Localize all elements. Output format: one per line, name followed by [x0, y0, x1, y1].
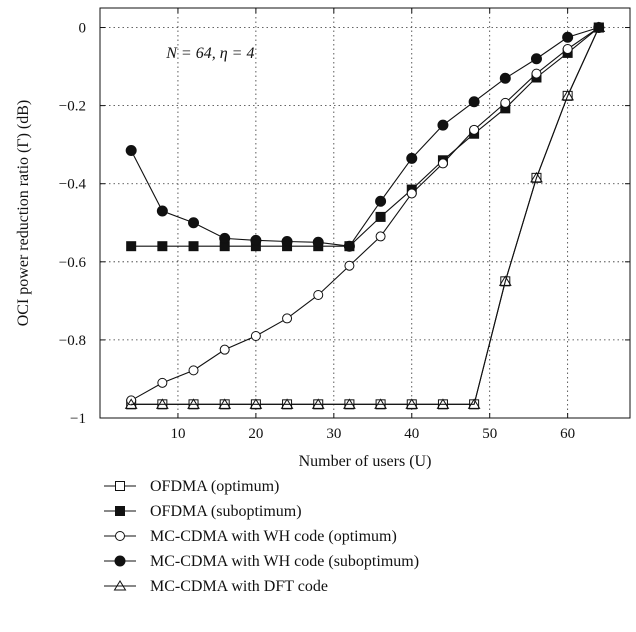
legend-label: MC-CDMA with WH code (suboptimum) — [150, 553, 419, 570]
data-point-filled-square — [115, 506, 125, 516]
data-point-filled-square — [126, 241, 137, 252]
data-point-open-circle — [188, 365, 199, 376]
data-point-open-square — [115, 481, 125, 491]
parameter-annotation: N = 64, η = 4 — [165, 45, 254, 62]
y-tick-label: −0.4 — [59, 177, 87, 193]
data-point-filled-circle — [114, 555, 126, 567]
data-point-open-triangle — [530, 171, 543, 183]
data-point-filled-square — [375, 211, 386, 222]
data-point-open-triangle — [374, 398, 387, 409]
data-point-open-triangle — [249, 398, 263, 409]
legend-entry: OFDMA (suboptimum) — [104, 503, 302, 520]
y-tick-label: −0.2 — [59, 99, 86, 115]
y-tick-label: −0.6 — [59, 255, 87, 271]
data-point-open-circle — [406, 188, 417, 199]
data-point-filled-circle — [406, 152, 418, 164]
data-point-open-circle — [115, 531, 125, 541]
data-point-filled-circle — [250, 234, 262, 246]
data-point-open-circle — [313, 290, 324, 300]
data-point-filled-circle — [188, 217, 200, 229]
data-point-open-triangle — [436, 398, 450, 409]
data-point-filled-circle — [499, 72, 511, 84]
data-point-open-triangle — [561, 89, 575, 101]
x-tick-label: 10 — [170, 426, 185, 442]
series-4 — [125, 22, 605, 252]
data-point-open-triangle — [405, 398, 419, 409]
data-point-open-triangle — [187, 398, 200, 409]
legend-entry: OFDMA (optimum) — [104, 478, 279, 495]
data-point-open-circle — [562, 44, 573, 54]
x-tick-label: 30 — [326, 426, 341, 442]
y-tick-label: −1 — [70, 411, 86, 427]
x-tick-label: 20 — [248, 426, 263, 442]
series-group — [124, 21, 606, 410]
y-tick-label: 0 — [79, 21, 87, 37]
series-line — [131, 27, 600, 405]
data-point-open-circle — [531, 68, 542, 79]
y-axis-title: OCI power reduction ratio (Γ) (dB) — [15, 100, 32, 327]
series-line — [131, 27, 600, 247]
data-point-open-triangle — [592, 21, 606, 33]
grid-lines — [100, 8, 630, 418]
series-line — [130, 26, 599, 247]
data-point-open-triangle — [218, 398, 232, 409]
data-point-open-triangle — [113, 580, 127, 591]
x-tick-label: 50 — [482, 426, 497, 442]
data-point-open-triangle — [498, 275, 512, 286]
data-point-open-triangle — [155, 398, 169, 409]
data-point-filled-circle — [281, 236, 293, 248]
legend-entry: MC-CDMA with WH code (optimum) — [104, 528, 397, 545]
series-line — [130, 27, 600, 401]
data-point-filled-circle — [343, 240, 355, 252]
data-point-filled-circle — [125, 145, 137, 157]
data-point-open-circle — [344, 260, 355, 271]
x-tick-label: 40 — [404, 426, 419, 442]
data-point-open-triangle — [343, 398, 356, 409]
data-point-filled-circle — [312, 236, 324, 248]
data-point-open-triangle — [124, 398, 138, 409]
data-point-open-triangle — [311, 398, 325, 409]
legend-label: MC-CDMA with DFT code — [150, 578, 328, 595]
legend-label: OFDMA (optimum) — [150, 478, 279, 495]
data-point-filled-circle — [375, 195, 387, 207]
data-point-filled-circle — [530, 53, 542, 65]
data-point-filled-square — [188, 241, 199, 252]
legend-label: MC-CDMA with WH code (optimum) — [150, 528, 397, 545]
axis-ticks: 10 20 30 40 50 60 0 −0.2 −0.4 −0.6 −0.8 −1 — [59, 8, 630, 442]
data-point-open-circle — [282, 313, 293, 324]
x-axis-title: Number of users (U) — [299, 453, 432, 470]
x-tick-label: 60 — [560, 426, 575, 442]
data-point-open-triangle — [280, 398, 294, 409]
data-point-open-circle — [500, 97, 511, 108]
legend-entry: MC-CDMA with WH code (suboptimum) — [104, 553, 419, 570]
data-point-filled-square — [157, 241, 168, 252]
plot-frame — [99, 7, 631, 419]
data-point-open-circle — [375, 231, 386, 242]
data-point-open-circle — [250, 331, 261, 341]
data-point-open-circle — [157, 377, 168, 388]
data-point-open-circle — [469, 124, 480, 135]
data-point-open-triangle — [467, 398, 481, 409]
data-point-filled-circle — [468, 96, 480, 108]
data-point-open-circle — [219, 344, 230, 355]
series-3 — [126, 22, 604, 406]
legend-label: OFDMA (suboptimum) — [150, 503, 302, 520]
legend: OFDMA (optimum) OFDMA (suboptimum) MC-CDMA… — [104, 478, 419, 595]
series-5 — [124, 21, 606, 409]
data-point-filled-circle — [437, 119, 449, 131]
y-tick-label: −0.8 — [59, 333, 86, 349]
data-point-open-circle — [437, 158, 448, 169]
data-point-filled-circle — [562, 31, 574, 43]
data-point-filled-circle — [219, 232, 231, 244]
legend-entry: MC-CDMA with DFT code — [104, 578, 328, 595]
data-point-filled-circle — [156, 205, 168, 217]
series-line — [131, 27, 600, 405]
